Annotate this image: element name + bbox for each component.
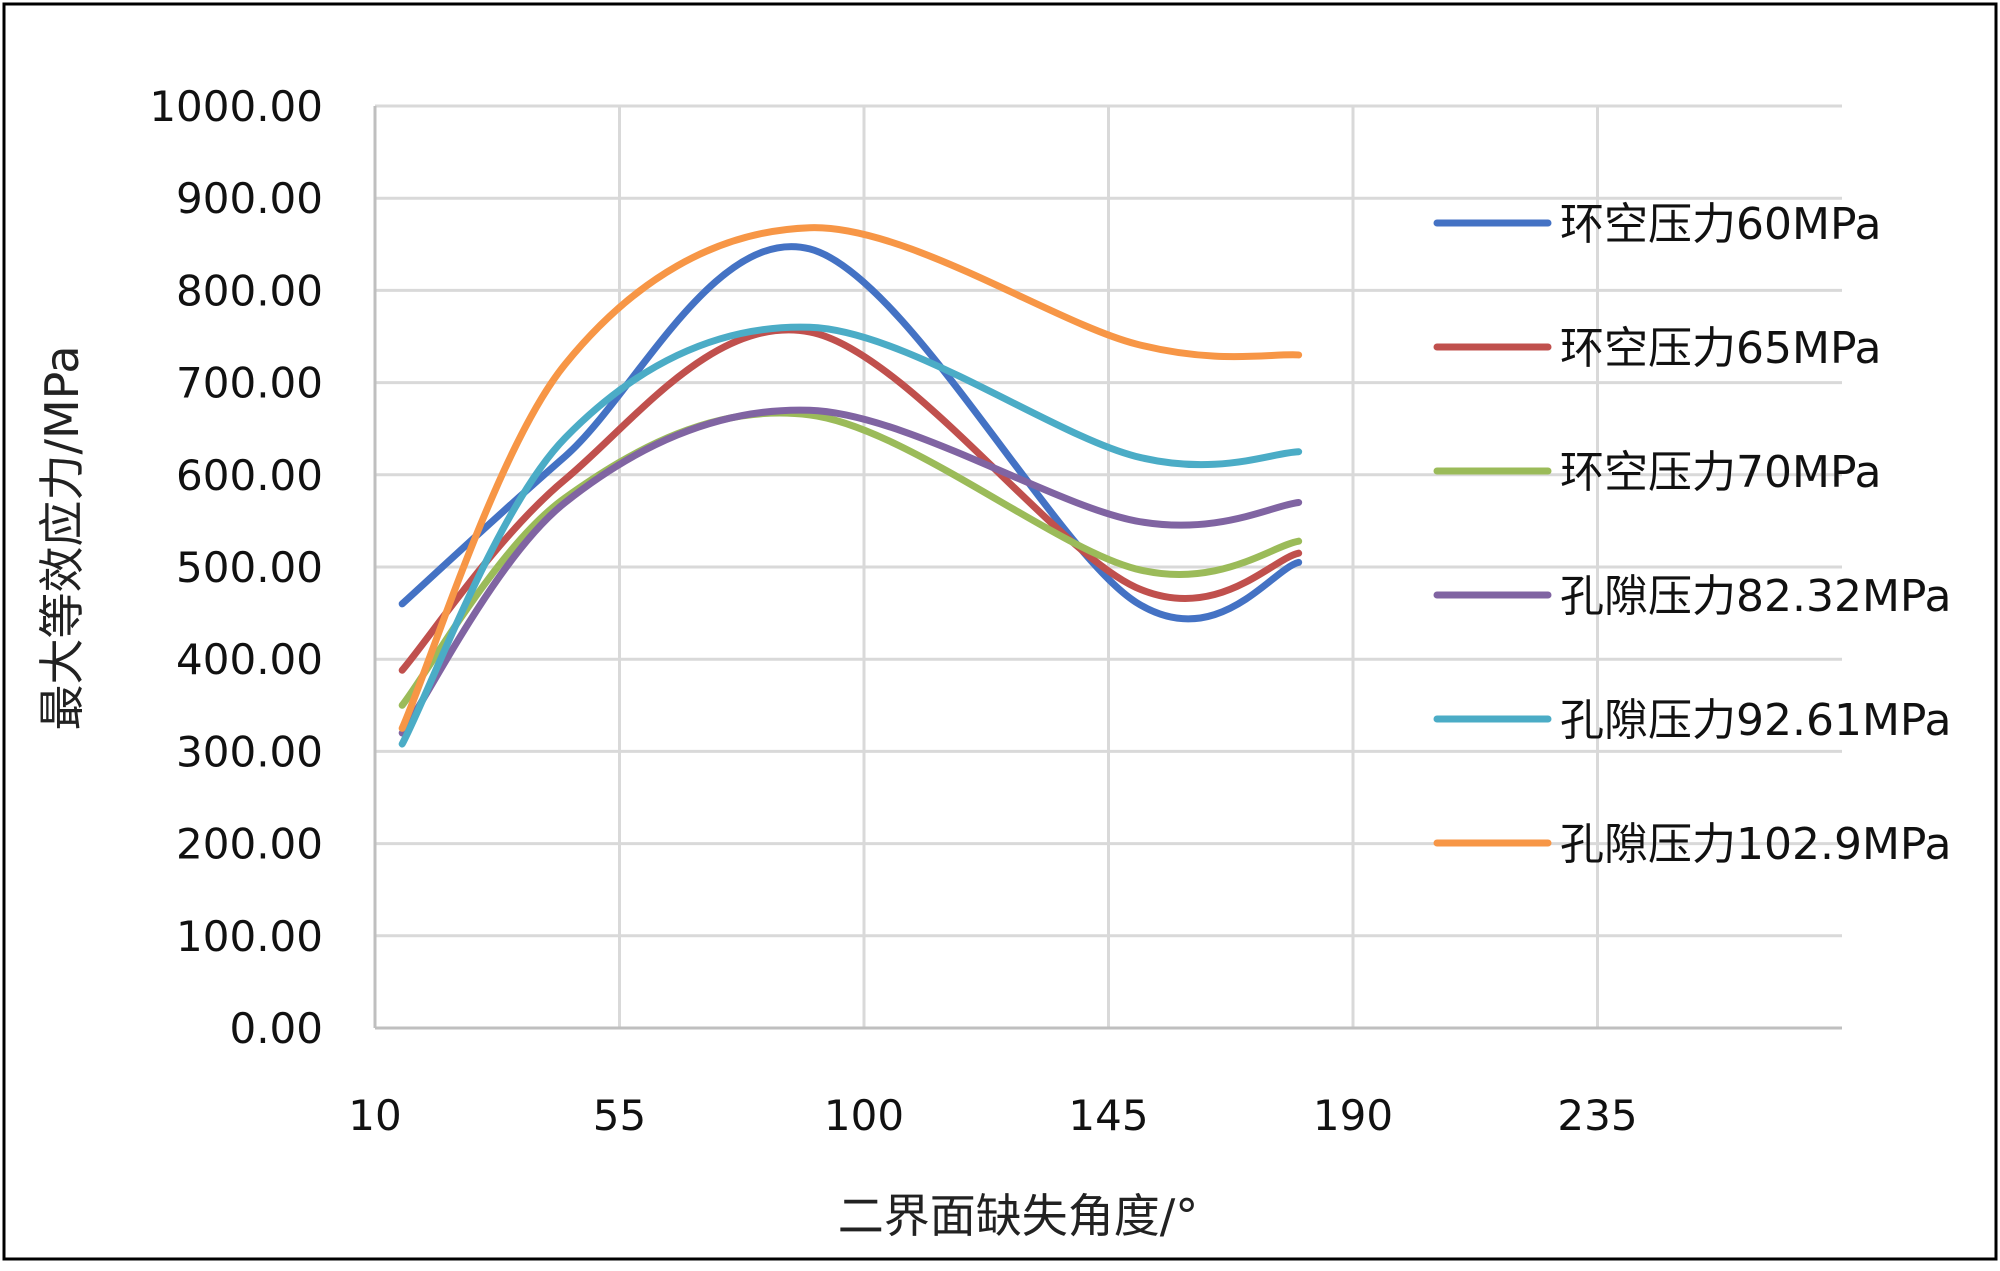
- series-line-3: [398, 406, 1303, 737]
- y-tick-label: 600.00: [176, 451, 323, 500]
- x-axis-title: 二界面缺失角度/°: [838, 1189, 1199, 1243]
- x-tick-label: 145: [1068, 1091, 1148, 1140]
- legend-label-0: 环空压力60MPa: [1560, 199, 1881, 250]
- y-axis-title: 最大等效应力/MPa: [35, 345, 89, 730]
- axes: [373, 106, 1842, 1030]
- y-tick-label: 1000.00: [149, 82, 323, 131]
- series-lines: [398, 224, 1303, 748]
- x-tick-label: 55: [593, 1091, 646, 1140]
- legend-label-4: 孔隙压力92.61MPa: [1560, 695, 1951, 746]
- y-tick-label: 200.00: [176, 820, 323, 869]
- y-tick-label: 400.00: [176, 635, 323, 684]
- tick-labels: 0.00 100.00 200.00 300.00 400.00 500.00 600.00…: [149, 82, 1637, 1140]
- x-tick-label: 10: [348, 1091, 401, 1140]
- series-line-4: [398, 323, 1303, 748]
- x-tick-label: 190: [1313, 1091, 1393, 1140]
- legend-label-5: 孔隙压力102.9MPa: [1560, 819, 1951, 870]
- series-line-5: [398, 224, 1303, 732]
- gridlines: [375, 104, 1842, 1028]
- y-tick-label: 800.00: [176, 266, 323, 315]
- legend-label-1: 环空压力65MPa: [1560, 323, 1881, 374]
- series-line-2: [398, 409, 1303, 709]
- series-line-1: [398, 326, 1303, 674]
- y-tick-label: 300.00: [176, 727, 323, 776]
- x-tick-label: 100: [824, 1091, 904, 1140]
- y-tick-label: 100.00: [176, 912, 323, 961]
- x-tick-label: 235: [1557, 1091, 1637, 1140]
- legend-label-2: 环空压力70MPa: [1560, 447, 1881, 498]
- y-tick-label: 500.00: [176, 543, 323, 592]
- y-tick-label: 900.00: [176, 174, 323, 223]
- legend: 环空压力60MPa 环空压力65MPa 环空压力70MPa 孔隙压力82.32MPa 孔…: [1433, 199, 1951, 870]
- legend-label-3: 孔隙压力82.32MPa: [1560, 571, 1951, 622]
- y-tick-label: 700.00: [176, 359, 323, 408]
- y-tick-label: 0.00: [229, 1004, 323, 1053]
